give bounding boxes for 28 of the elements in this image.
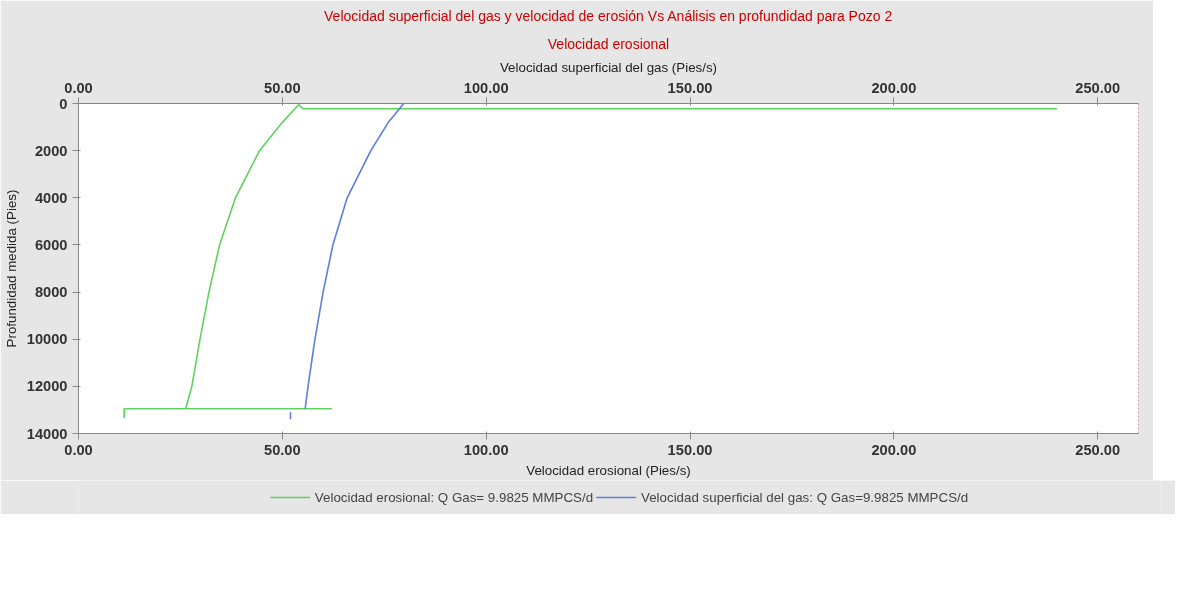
y-tick-label: 14000 xyxy=(26,425,68,442)
x-tick-label: 100.00 xyxy=(463,79,509,96)
x2-axis-title: Velocidad superficial del gas (Pies/s) xyxy=(499,59,718,75)
y-tick-label: 10000 xyxy=(26,331,68,348)
y-tick-label: 0 xyxy=(59,95,68,112)
x-tick-label: 200.00 xyxy=(871,79,917,96)
y-tick-label: 6000 xyxy=(34,236,68,253)
x-tick-label: 0.00 xyxy=(64,79,93,96)
x2-tick-label: 200.00 xyxy=(871,441,917,458)
x-tick-label: 250.00 xyxy=(1075,79,1121,96)
x2-tick-label: 150.00 xyxy=(667,441,713,458)
x-tick-label: 150.00 xyxy=(667,79,713,96)
x2-tick-label: 50.00 xyxy=(264,441,301,458)
y-tick-label: 2000 xyxy=(34,142,68,159)
chart-subtitle: Velocidad erosional xyxy=(547,35,670,52)
x-axis-title: Velocidad erosional (Pies/s) xyxy=(526,462,691,478)
legend-label: Velocidad superficial del gas: Q Gas=9.9825 MMPCS/d xyxy=(641,489,969,505)
chart-title: Velocidad superficial del gas y velocidad de erosión Vs Análisis en profundidad para Pozo 2 xyxy=(324,7,893,24)
legend-label: Velocidad erosional: Q Gas= 9.9825 MMPCS/d xyxy=(314,489,594,505)
y-tick-label: 12000 xyxy=(26,378,68,395)
y-axis-title: Profundidad medida (Pies) xyxy=(3,189,19,348)
y-tick-label: 4000 xyxy=(34,189,68,206)
y-tick-label: 8000 xyxy=(34,284,68,301)
x2-tick-label: 0.00 xyxy=(64,441,93,458)
line-series xyxy=(123,103,1058,419)
x2-tick-label: 100.00 xyxy=(463,441,509,458)
x-tick-label: 50.00 xyxy=(264,79,301,96)
x2-tick-label: 250.00 xyxy=(1075,441,1121,458)
